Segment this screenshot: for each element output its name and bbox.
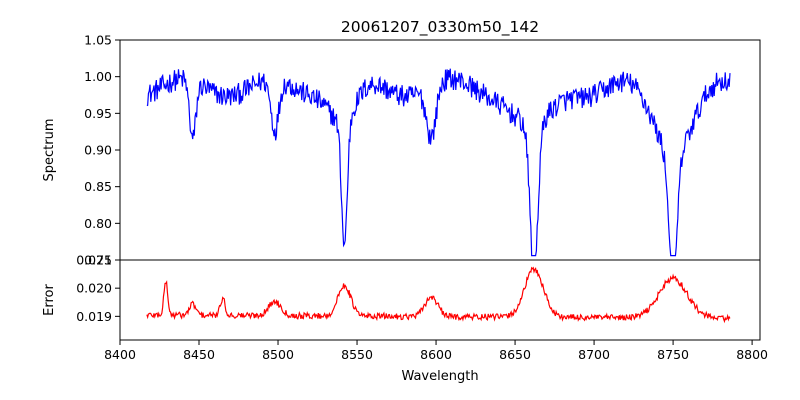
y-tick-label: 0.75 <box>84 253 112 268</box>
y-tick-label: 0.020 <box>76 281 112 296</box>
y-tick-label: 1.05 <box>84 33 112 48</box>
x-tick-label: 8500 <box>262 347 294 362</box>
x-tick-label: 8750 <box>657 347 689 362</box>
error-y-axis-label: Error <box>42 284 57 316</box>
x-axis-label: Wavelength <box>401 369 478 384</box>
chart-title: 20061207_0330m50_142 <box>341 18 539 37</box>
error-panel: 0.019 0.020 0.021 Error <box>42 253 761 341</box>
x-tick-label: 8400 <box>104 347 136 362</box>
y-tick-label: 1.00 <box>84 69 112 84</box>
x-tick-label: 8650 <box>499 347 531 362</box>
error-panel-frame <box>119 259 761 341</box>
x-tick-label: 8700 <box>578 347 610 362</box>
y-tick-label: 0.85 <box>84 179 112 194</box>
error-y-ticks: 0.019 0.020 0.021 <box>76 253 120 324</box>
spectrum-panel-frame <box>119 39 761 261</box>
spectrum-panel: 0.75 0.80 0.85 0.90 0.95 1.00 1.05 Spectrum <box>42 33 761 268</box>
spectrum-y-axis-label: Spectrum <box>42 119 57 182</box>
y-tick-label: 0.021 <box>76 253 112 268</box>
y-tick-label: 0.019 <box>76 309 112 324</box>
y-tick-label: 0.90 <box>84 143 112 158</box>
y-tick-label: 0.80 <box>84 216 112 231</box>
spectrum-y-ticks: 0.75 0.80 0.85 0.90 0.95 1.00 1.05 <box>84 33 120 268</box>
x-tick-label: 8450 <box>183 347 215 362</box>
spectrum-series-line <box>146 68 731 257</box>
x-tick-label: 8550 <box>341 347 373 362</box>
x-ticks: 8400 8450 8500 8550 8600 8650 8700 8750 8800 <box>104 340 768 362</box>
y-tick-label: 0.95 <box>84 106 112 121</box>
x-tick-label: 8600 <box>420 347 452 362</box>
x-tick-label: 8800 <box>736 347 768 362</box>
error-series-line <box>146 266 731 324</box>
